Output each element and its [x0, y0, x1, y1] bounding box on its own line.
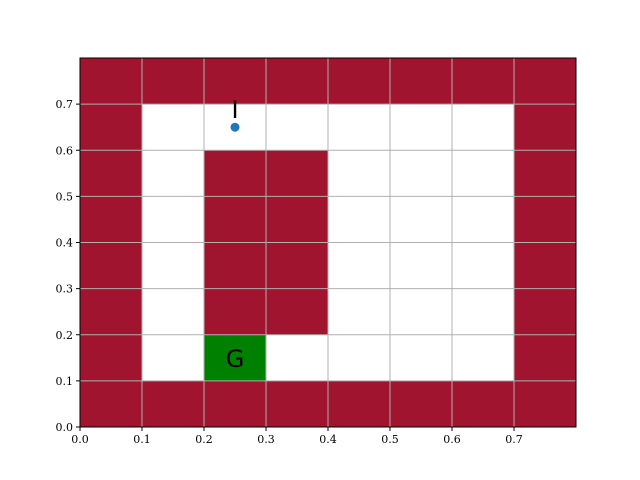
cell-wall-r7-c6 — [452, 380, 514, 427]
maze-cells — [80, 58, 576, 427]
cell-wall-r0-c5 — [390, 58, 452, 105]
cell-free-r6-c6 — [452, 334, 514, 381]
cell-free-r5-c6 — [452, 288, 514, 335]
agent-label: I — [231, 96, 238, 124]
cell-wall-r0-c7 — [514, 58, 576, 105]
y-axis-ticks: 0.0 0.1 0.2 0.3 0.4 0.5 0.6 0.7 — [56, 98, 80, 434]
cell-wall-r2-c7 — [514, 150, 576, 197]
cell-free-r5-c5 — [390, 288, 452, 335]
cell-wall-r4-c2 — [204, 242, 266, 289]
y-tick-label: 0.3 — [56, 283, 74, 296]
x-tick-label: 0.0 — [71, 433, 89, 446]
cell-free-r5-c1 — [142, 288, 204, 335]
cell-wall-r2-c0 — [80, 150, 142, 197]
cell-free-r2-c6 — [452, 150, 514, 197]
cell-goal-r6-c2 — [204, 334, 266, 381]
cell-free-r4-c1 — [142, 242, 204, 289]
cell-free-r4-c6 — [452, 242, 514, 289]
cell-free-r4-c5 — [390, 242, 452, 289]
cell-free-r6-c4 — [328, 334, 390, 381]
cell-wall-r5-c0 — [80, 288, 142, 335]
cell-wall-r7-c4 — [328, 380, 390, 427]
cell-free-r2-c5 — [390, 150, 452, 197]
goal-label: G — [226, 345, 245, 373]
cell-wall-r0-c6 — [452, 58, 514, 105]
cell-free-r2-c4 — [328, 150, 390, 197]
cell-free-r6-c5 — [390, 334, 452, 381]
cell-wall-r4-c7 — [514, 242, 576, 289]
cell-wall-r4-c0 — [80, 242, 142, 289]
cell-wall-r5-c3 — [266, 288, 328, 335]
cell-wall-r7-c2 — [204, 380, 266, 427]
cell-free-r3-c6 — [452, 196, 514, 243]
cell-wall-r3-c3 — [266, 196, 328, 243]
markers: IG — [226, 96, 245, 373]
cell-free-r1-c4 — [328, 104, 390, 151]
cell-free-r3-c4 — [328, 196, 390, 243]
cell-wall-r0-c0 — [80, 58, 142, 105]
cell-free-r6-c1 — [142, 334, 204, 381]
cell-free-r3-c1 — [142, 196, 204, 243]
cell-wall-r6-c7 — [514, 334, 576, 381]
cell-wall-r0-c2 — [204, 58, 266, 105]
cell-wall-r7-c0 — [80, 380, 142, 427]
cell-wall-r5-c2 — [204, 288, 266, 335]
cell-free-r3-c5 — [390, 196, 452, 243]
cell-wall-r7-c5 — [390, 380, 452, 427]
cell-wall-r1-c0 — [80, 104, 142, 151]
y-tick-label: 0.2 — [56, 329, 74, 342]
agent-dot — [230, 122, 240, 132]
x-tick-label: 0.1 — [133, 433, 151, 446]
cell-free-r4-c4 — [328, 242, 390, 289]
cell-wall-r3-c0 — [80, 196, 142, 243]
cell-wall-r7-c3 — [266, 380, 328, 427]
cell-wall-r6-c0 — [80, 334, 142, 381]
x-tick-label: 0.4 — [319, 433, 337, 446]
cell-wall-r0-c3 — [266, 58, 328, 105]
cell-free-r6-c3 — [266, 334, 328, 381]
cell-wall-r3-c7 — [514, 196, 576, 243]
x-tick-label: 0.5 — [381, 433, 399, 446]
y-tick-label: 0.1 — [56, 375, 74, 388]
cell-wall-r2-c2 — [204, 150, 266, 197]
y-tick-label: 0.0 — [56, 421, 74, 434]
cell-free-r1-c1 — [142, 104, 204, 151]
cell-wall-r3-c2 — [204, 196, 266, 243]
cell-free-r1-c3 — [266, 104, 328, 151]
x-axis-ticks: 0.0 0.1 0.2 0.3 0.4 0.5 0.6 0.7 — [71, 427, 523, 446]
x-tick-label: 0.7 — [505, 433, 523, 446]
cell-free-r1-c5 — [390, 104, 452, 151]
x-tick-label: 0.2 — [195, 433, 213, 446]
cell-free-r1-c6 — [452, 104, 514, 151]
y-tick-label: 0.5 — [56, 190, 74, 203]
x-tick-label: 0.3 — [257, 433, 275, 446]
cell-wall-r0-c4 — [328, 58, 390, 105]
cell-wall-r1-c7 — [514, 104, 576, 151]
cell-wall-r7-c1 — [142, 380, 204, 427]
cell-free-r5-c4 — [328, 288, 390, 335]
cell-wall-r0-c1 — [142, 58, 204, 105]
y-tick-label: 0.6 — [56, 144, 74, 157]
cell-wall-r4-c3 — [266, 242, 328, 289]
y-tick-label: 0.4 — [56, 237, 74, 250]
cell-wall-r7-c7 — [514, 380, 576, 427]
cell-free-r2-c1 — [142, 150, 204, 197]
cell-wall-r2-c3 — [266, 150, 328, 197]
x-tick-label: 0.6 — [443, 433, 461, 446]
y-tick-label: 0.7 — [56, 98, 74, 111]
grid-lines — [79, 58, 576, 428]
cell-wall-r5-c7 — [514, 288, 576, 335]
